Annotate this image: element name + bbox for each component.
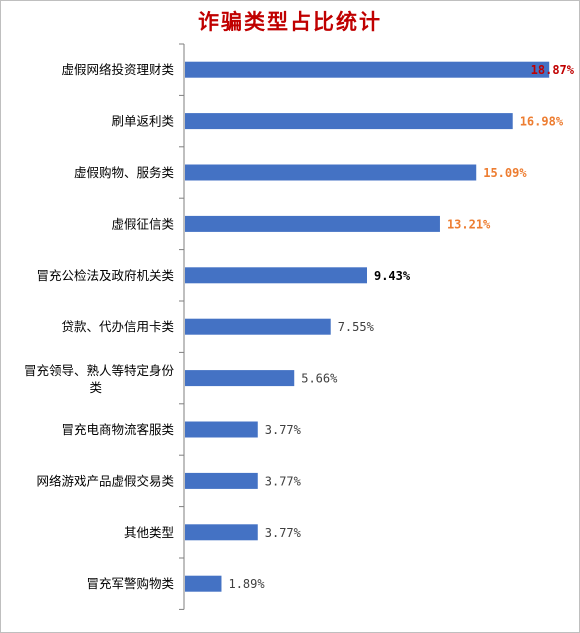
data-label: 9.43% (374, 269, 411, 283)
category-label: 网络游戏产品虚假交易类 (36, 473, 174, 488)
bar (185, 575, 222, 592)
category-label: 刷单返利类 (111, 114, 174, 129)
data-label: 1.89% (228, 577, 265, 591)
data-label: 7.55% (338, 320, 375, 334)
category-label: 冒充电商物流客服类 (61, 422, 174, 437)
category-label: 贷款、代办信用卡类 (61, 319, 174, 334)
data-label: 18.87% (531, 63, 575, 77)
bar (185, 61, 550, 78)
category-label: 虚假购物、服务类 (74, 165, 175, 180)
data-label: 3.77% (265, 423, 302, 437)
data-label: 3.77% (265, 474, 302, 488)
bar (185, 113, 513, 130)
data-label: 5.66% (301, 372, 338, 386)
data-label: 13.21% (447, 217, 491, 231)
data-label: 15.09% (483, 166, 527, 180)
bar (185, 524, 258, 541)
bar (185, 318, 331, 335)
category-label: 冒充军警购物类 (86, 576, 174, 591)
bar (185, 215, 440, 232)
data-label: 3.77% (265, 526, 302, 540)
category-label: 冒充公检法及政府机关类 (36, 268, 174, 283)
category-label: 虚假征信类 (111, 216, 174, 231)
bar (185, 267, 367, 284)
bar (185, 370, 295, 387)
bar (185, 472, 258, 489)
data-label: 16.98% (520, 115, 564, 129)
category-label: 其他类型 (124, 525, 174, 540)
category-label: 虚假网络投资理财类 (61, 62, 174, 77)
category-label: 冒充领导、熟人等特定身份类 (24, 363, 175, 395)
bar (185, 164, 477, 181)
bar (185, 421, 258, 438)
chart-title: 诈骗类型占比统计 (198, 10, 382, 34)
